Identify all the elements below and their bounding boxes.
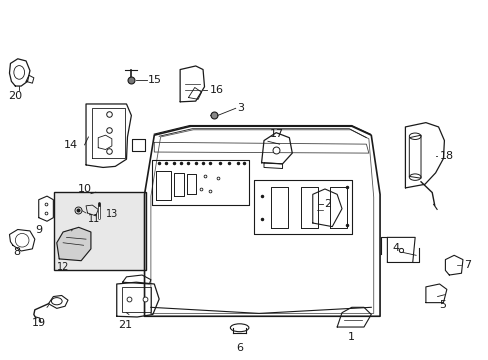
Text: 12: 12: [57, 262, 69, 273]
Text: 8: 8: [13, 247, 20, 257]
Text: 13: 13: [105, 209, 118, 219]
Bar: [122, 287, 151, 312]
Text: 18: 18: [439, 150, 453, 161]
Bar: [54, 192, 146, 270]
Text: 11: 11: [87, 214, 100, 224]
Text: 1: 1: [347, 332, 355, 342]
Text: 9: 9: [35, 225, 42, 235]
Text: 3: 3: [237, 103, 244, 113]
Text: 7: 7: [463, 260, 470, 270]
Polygon shape: [57, 227, 91, 261]
Text: 10: 10: [78, 184, 92, 194]
Text: 6: 6: [236, 343, 243, 353]
Text: 16: 16: [209, 85, 223, 95]
Text: 17: 17: [269, 130, 284, 139]
Text: 2: 2: [324, 199, 330, 210]
Text: 5: 5: [439, 300, 446, 310]
Text: 14: 14: [63, 140, 78, 150]
Text: 20: 20: [8, 91, 22, 101]
Text: 21: 21: [118, 320, 132, 330]
Polygon shape: [144, 126, 379, 316]
Text: 4: 4: [392, 243, 399, 253]
Text: 15: 15: [148, 75, 162, 85]
Text: 19: 19: [31, 318, 45, 328]
